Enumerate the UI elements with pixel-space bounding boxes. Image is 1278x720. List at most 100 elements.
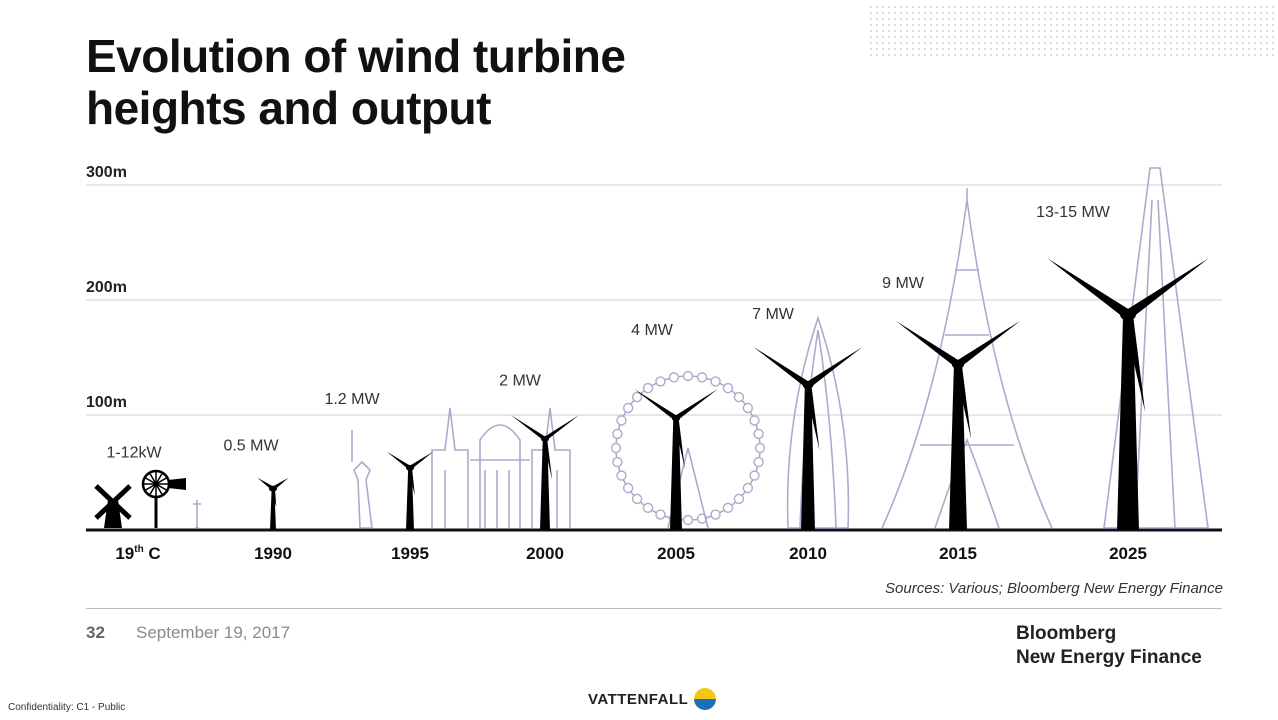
turbine-blade bbox=[674, 388, 718, 421]
ferris-wheel-capsule bbox=[722, 502, 734, 514]
windpump-vane bbox=[155, 477, 167, 485]
category-label: 1990 bbox=[254, 544, 292, 563]
ferris-wheel-capsule bbox=[742, 482, 754, 494]
y-tick-label: 300m bbox=[86, 164, 127, 181]
turbine-blade bbox=[408, 467, 415, 496]
ferris-wheel-capsule bbox=[631, 493, 643, 505]
vattenfall-brand: VATTENFALL bbox=[588, 688, 717, 710]
windpump-vane bbox=[145, 483, 157, 491]
output-label: 0.5 MW bbox=[223, 438, 279, 455]
windpump-vane bbox=[155, 473, 163, 485]
cathedral-columns bbox=[444, 470, 558, 528]
title-line-2: heights and output bbox=[86, 82, 491, 134]
turbine-blade bbox=[804, 384, 820, 451]
turbine-tower bbox=[949, 364, 967, 530]
windpump-vane bbox=[145, 477, 157, 485]
turbine-hub bbox=[951, 359, 965, 369]
confidentiality-label: Confidentiality: C1 - Public bbox=[8, 702, 126, 713]
ferris-wheel-capsule bbox=[610, 442, 622, 454]
ferris-wheel-capsule bbox=[642, 502, 654, 514]
turbine-7 bbox=[1047, 258, 1209, 530]
turbine-blade bbox=[895, 320, 961, 368]
turbine-hub bbox=[1120, 308, 1136, 321]
turbine-hub bbox=[406, 464, 414, 471]
turbine-blade bbox=[806, 347, 863, 388]
page-number: 32 bbox=[86, 623, 105, 642]
windpump-vane bbox=[155, 483, 163, 495]
windpump-vane bbox=[149, 483, 157, 495]
ferris-wheel-capsule bbox=[753, 428, 764, 440]
ferris-wheel-capsule bbox=[733, 391, 745, 403]
ferris-wheel-capsule bbox=[612, 428, 623, 440]
category-label: 19th C bbox=[115, 544, 160, 563]
turbine-0 bbox=[94, 469, 186, 528]
bnef-line-2: New Energy Finance bbox=[1016, 647, 1202, 668]
turbine-hub bbox=[269, 485, 277, 492]
category-label: 2015 bbox=[939, 544, 977, 563]
turbine-blade bbox=[1125, 258, 1209, 319]
ferris-wheel-capsule bbox=[622, 482, 634, 494]
turbine-blade bbox=[543, 414, 580, 441]
turbine-6 bbox=[895, 320, 1021, 530]
turbine-blade bbox=[1123, 313, 1146, 412]
eiffel-platforms bbox=[920, 188, 1014, 446]
ferris-wheel-capsule bbox=[631, 391, 643, 403]
ferris-wheel-capsule bbox=[696, 372, 708, 383]
turbine-3 bbox=[510, 414, 580, 530]
vattenfall-logo-icon bbox=[694, 688, 717, 710]
gherkin-outline bbox=[786, 315, 850, 529]
landmark-silhouettes bbox=[193, 167, 1209, 529]
ferris-wheel-capsule bbox=[710, 509, 721, 520]
page-title: Evolution of wind turbine heights and ou… bbox=[86, 30, 626, 134]
ferris-wheel-capsule bbox=[753, 456, 764, 468]
footer-date: September 19, 2017 bbox=[136, 623, 291, 642]
ferris-wheel-capsule bbox=[655, 376, 666, 387]
turbine-blade bbox=[510, 414, 547, 441]
eiffel-arch bbox=[934, 437, 1000, 529]
ferris-wheel-capsule bbox=[622, 402, 634, 414]
category-label: 2000 bbox=[526, 544, 564, 563]
ferris-wheel-capsule bbox=[616, 415, 627, 426]
category-label: 2025 bbox=[1109, 544, 1147, 563]
turbine-4 bbox=[634, 388, 718, 530]
title-line-1: Evolution of wind turbine bbox=[86, 30, 626, 82]
turbine-hub bbox=[802, 381, 814, 390]
ferris-wheel-capsule bbox=[682, 514, 694, 526]
bnef-brand: Bloomberg New Energy Finance bbox=[1016, 622, 1202, 670]
footer-divider bbox=[86, 608, 1222, 609]
windpump-tail bbox=[168, 478, 186, 490]
turbine-blade bbox=[386, 451, 412, 470]
sources-note: Sources: Various; Bloomberg New Energy F… bbox=[885, 580, 1223, 597]
gridlines bbox=[86, 184, 1222, 532]
ferris-wheel-capsule bbox=[733, 493, 745, 505]
output-label: 7 MW bbox=[752, 306, 795, 323]
category-label: 2005 bbox=[657, 544, 695, 563]
windmill-sails bbox=[94, 484, 132, 520]
ferris-wheel-capsule bbox=[655, 509, 666, 520]
bnef-line-1: Bloomberg bbox=[1016, 623, 1117, 644]
turbine-tower bbox=[1117, 314, 1139, 530]
eiffel-legs-outer bbox=[881, 199, 1053, 529]
ferris-wheel-capsule bbox=[742, 402, 754, 414]
shard-facets bbox=[1134, 199, 1176, 529]
ferris-wheel-capsule bbox=[642, 382, 654, 394]
turbine-hub bbox=[671, 415, 681, 422]
turbine-hub bbox=[541, 435, 549, 442]
ferris-wheel-capsule bbox=[710, 376, 721, 387]
turbine-tower bbox=[670, 418, 682, 530]
ferris-wheel-capsule bbox=[668, 372, 680, 383]
windpump-vane bbox=[155, 483, 167, 491]
output-label: 2 MW bbox=[499, 373, 542, 390]
statue-of-liberty bbox=[351, 430, 373, 529]
ferris-wheel-capsule bbox=[749, 470, 760, 481]
turbine-1 bbox=[257, 477, 289, 530]
turbine-blade bbox=[955, 320, 1021, 368]
turbine-blade bbox=[673, 417, 685, 469]
ferris-wheel-capsule bbox=[749, 415, 760, 426]
y-tick-label: 200m bbox=[86, 279, 127, 296]
turbine-blade bbox=[954, 363, 972, 440]
cathedral bbox=[431, 407, 571, 528]
windpump-vane bbox=[149, 473, 157, 485]
turbine-tower bbox=[540, 438, 550, 530]
